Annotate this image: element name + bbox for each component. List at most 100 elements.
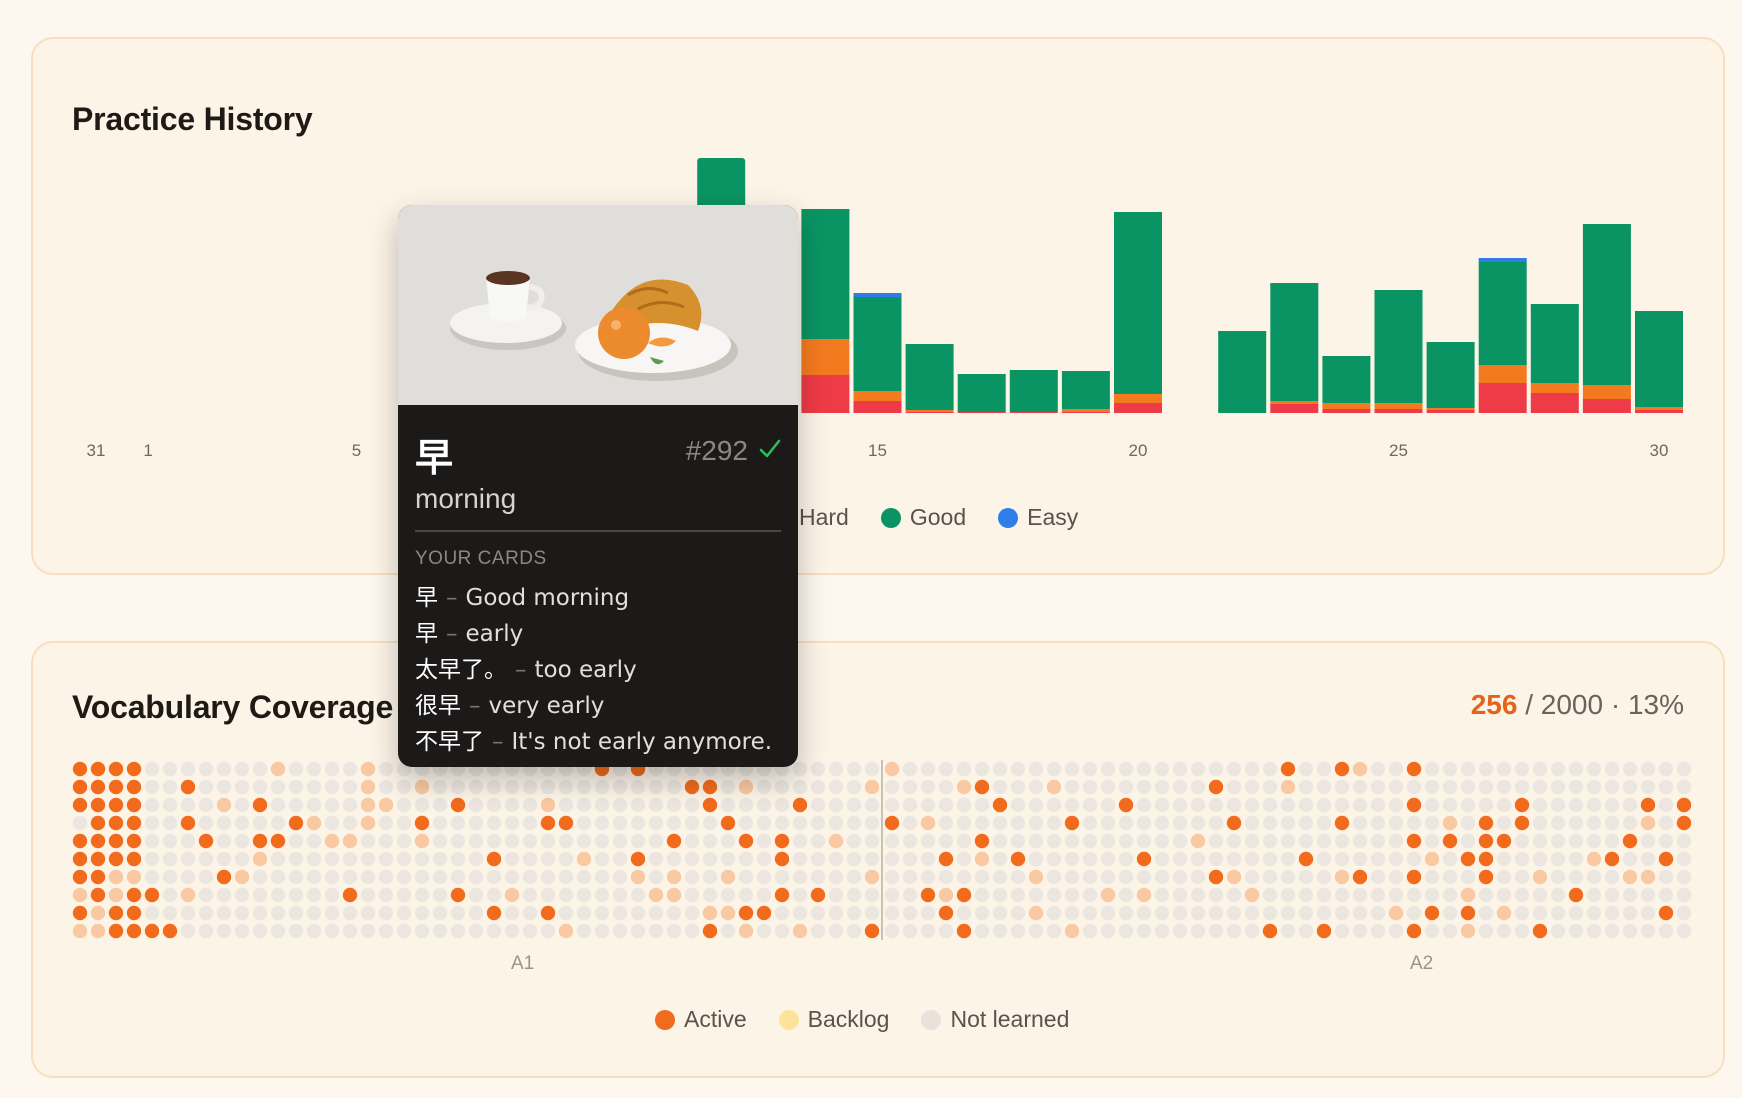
word-dot-not-learned[interactable] [486, 887, 502, 903]
word-dot-not-learned[interactable] [1100, 797, 1116, 813]
word-dot-not-learned[interactable] [1622, 905, 1638, 921]
word-dot-not-learned[interactable] [270, 815, 286, 831]
word-dot-not-learned[interactable] [450, 833, 466, 849]
word-dot-active[interactable] [180, 815, 196, 831]
word-dot-active[interactable] [126, 887, 142, 903]
word-dot-not-learned[interactable] [1478, 923, 1494, 939]
word-dot-not-learned[interactable] [504, 905, 520, 921]
word-dot-not-learned[interactable] [1226, 797, 1242, 813]
word-dot-not-learned[interactable] [1280, 869, 1296, 885]
word-dot-not-learned[interactable] [630, 815, 646, 831]
bar-segment-26-2[interactable] [1426, 342, 1475, 408]
word-dot-not-learned[interactable] [450, 815, 466, 831]
word-dot-not-learned[interactable] [1064, 833, 1080, 849]
word-dot-not-learned[interactable] [956, 761, 972, 777]
word-dot-not-learned[interactable] [162, 887, 178, 903]
word-dot-not-learned[interactable] [1082, 797, 1098, 813]
word-dot-not-learned[interactable] [828, 761, 844, 777]
word-dot-backlog[interactable] [630, 869, 646, 885]
word-dot-not-learned[interactable] [162, 779, 178, 795]
word-dot-not-learned[interactable] [1082, 815, 1098, 831]
word-dot-active[interactable] [1532, 923, 1548, 939]
word-dot-not-learned[interactable] [1676, 887, 1692, 903]
word-dot-not-learned[interactable] [648, 815, 664, 831]
word-dot-not-learned[interactable] [1334, 833, 1350, 849]
word-dot-not-learned[interactable] [1262, 905, 1278, 921]
word-dot-not-learned[interactable] [1316, 833, 1332, 849]
word-dot-not-learned[interactable] [720, 833, 736, 849]
word-dot-not-learned[interactable] [992, 815, 1008, 831]
word-dot-not-learned[interactable] [884, 869, 900, 885]
word-dot-active[interactable] [1478, 869, 1494, 885]
word-dot-active[interactable] [1406, 761, 1422, 777]
word-dot-not-learned[interactable] [1226, 779, 1242, 795]
word-dot-not-learned[interactable] [378, 869, 394, 885]
word-dot-not-learned[interactable] [1640, 779, 1656, 795]
word-dot-not-learned[interactable] [1082, 851, 1098, 867]
word-dot-not-learned[interactable] [1532, 833, 1548, 849]
word-dot-not-learned[interactable] [378, 905, 394, 921]
word-dot-not-learned[interactable] [956, 851, 972, 867]
word-dot-not-learned[interactable] [450, 779, 466, 795]
word-dot-not-learned[interactable] [1316, 905, 1332, 921]
word-dot-not-learned[interactable] [1352, 833, 1368, 849]
word-dot-active[interactable] [1406, 869, 1422, 885]
word-dot-not-learned[interactable] [468, 905, 484, 921]
word-dot-backlog[interactable] [1064, 923, 1080, 939]
word-dot-not-learned[interactable] [1118, 833, 1134, 849]
word-dot-not-learned[interactable] [144, 869, 160, 885]
word-dot-backlog[interactable] [252, 851, 268, 867]
word-dot-active[interactable] [198, 833, 214, 849]
word-dot-not-learned[interactable] [756, 869, 772, 885]
word-dot-not-learned[interactable] [360, 887, 376, 903]
word-dot-not-learned[interactable] [920, 779, 936, 795]
bar-segment-23-1[interactable] [1270, 401, 1319, 404]
word-dot-backlog[interactable] [720, 869, 736, 885]
word-dot-not-learned[interactable] [612, 779, 628, 795]
word-dot-not-learned[interactable] [468, 923, 484, 939]
word-dot-backlog[interactable] [342, 833, 358, 849]
word-dot-active[interactable] [1658, 905, 1674, 921]
word-dot-not-learned[interactable] [270, 851, 286, 867]
word-dot-not-learned[interactable] [558, 869, 574, 885]
word-dot-not-learned[interactable] [1316, 887, 1332, 903]
word-dot-not-learned[interactable] [216, 833, 232, 849]
word-dot-not-learned[interactable] [1154, 779, 1170, 795]
word-dot-not-learned[interactable] [684, 833, 700, 849]
word-dot-not-learned[interactable] [792, 833, 808, 849]
word-dot-backlog[interactable] [1190, 833, 1206, 849]
word-dot-not-learned[interactable] [504, 869, 520, 885]
word-dot-not-learned[interactable] [342, 779, 358, 795]
word-dot-not-learned[interactable] [216, 779, 232, 795]
word-dot-not-learned[interactable] [1532, 761, 1548, 777]
word-dot-not-learned[interactable] [756, 779, 772, 795]
word-dot-not-learned[interactable] [1100, 851, 1116, 867]
word-dot-not-learned[interactable] [1172, 887, 1188, 903]
word-dot-not-learned[interactable] [198, 905, 214, 921]
word-dot-not-learned[interactable] [162, 815, 178, 831]
word-dot-not-learned[interactable] [1298, 833, 1314, 849]
word-dot-not-learned[interactable] [1568, 923, 1584, 939]
word-dot-not-learned[interactable] [938, 815, 954, 831]
word-dot-active[interactable] [108, 779, 124, 795]
word-dot-not-learned[interactable] [1658, 815, 1674, 831]
word-dot-not-learned[interactable] [1658, 797, 1674, 813]
word-dot-not-learned[interactable] [1586, 779, 1602, 795]
word-dot-not-learned[interactable] [180, 905, 196, 921]
word-dot-backlog[interactable] [666, 869, 682, 885]
word-dot-not-learned[interactable] [1154, 869, 1170, 885]
word-dot-not-learned[interactable] [1388, 833, 1404, 849]
word-dot-not-learned[interactable] [1154, 815, 1170, 831]
word-dot-not-learned[interactable] [1514, 905, 1530, 921]
word-dot-not-learned[interactable] [920, 851, 936, 867]
word-dot-not-learned[interactable] [1046, 869, 1062, 885]
word-dot-not-learned[interactable] [270, 779, 286, 795]
word-dot-not-learned[interactable] [1010, 887, 1026, 903]
word-dot-not-learned[interactable] [1568, 869, 1584, 885]
word-dot-not-learned[interactable] [540, 923, 556, 939]
word-dot-not-learned[interactable] [558, 851, 574, 867]
word-dot-not-learned[interactable] [1226, 905, 1242, 921]
word-dot-not-learned[interactable] [1586, 887, 1602, 903]
word-dot-not-learned[interactable] [884, 833, 900, 849]
word-dot-backlog[interactable] [414, 833, 430, 849]
